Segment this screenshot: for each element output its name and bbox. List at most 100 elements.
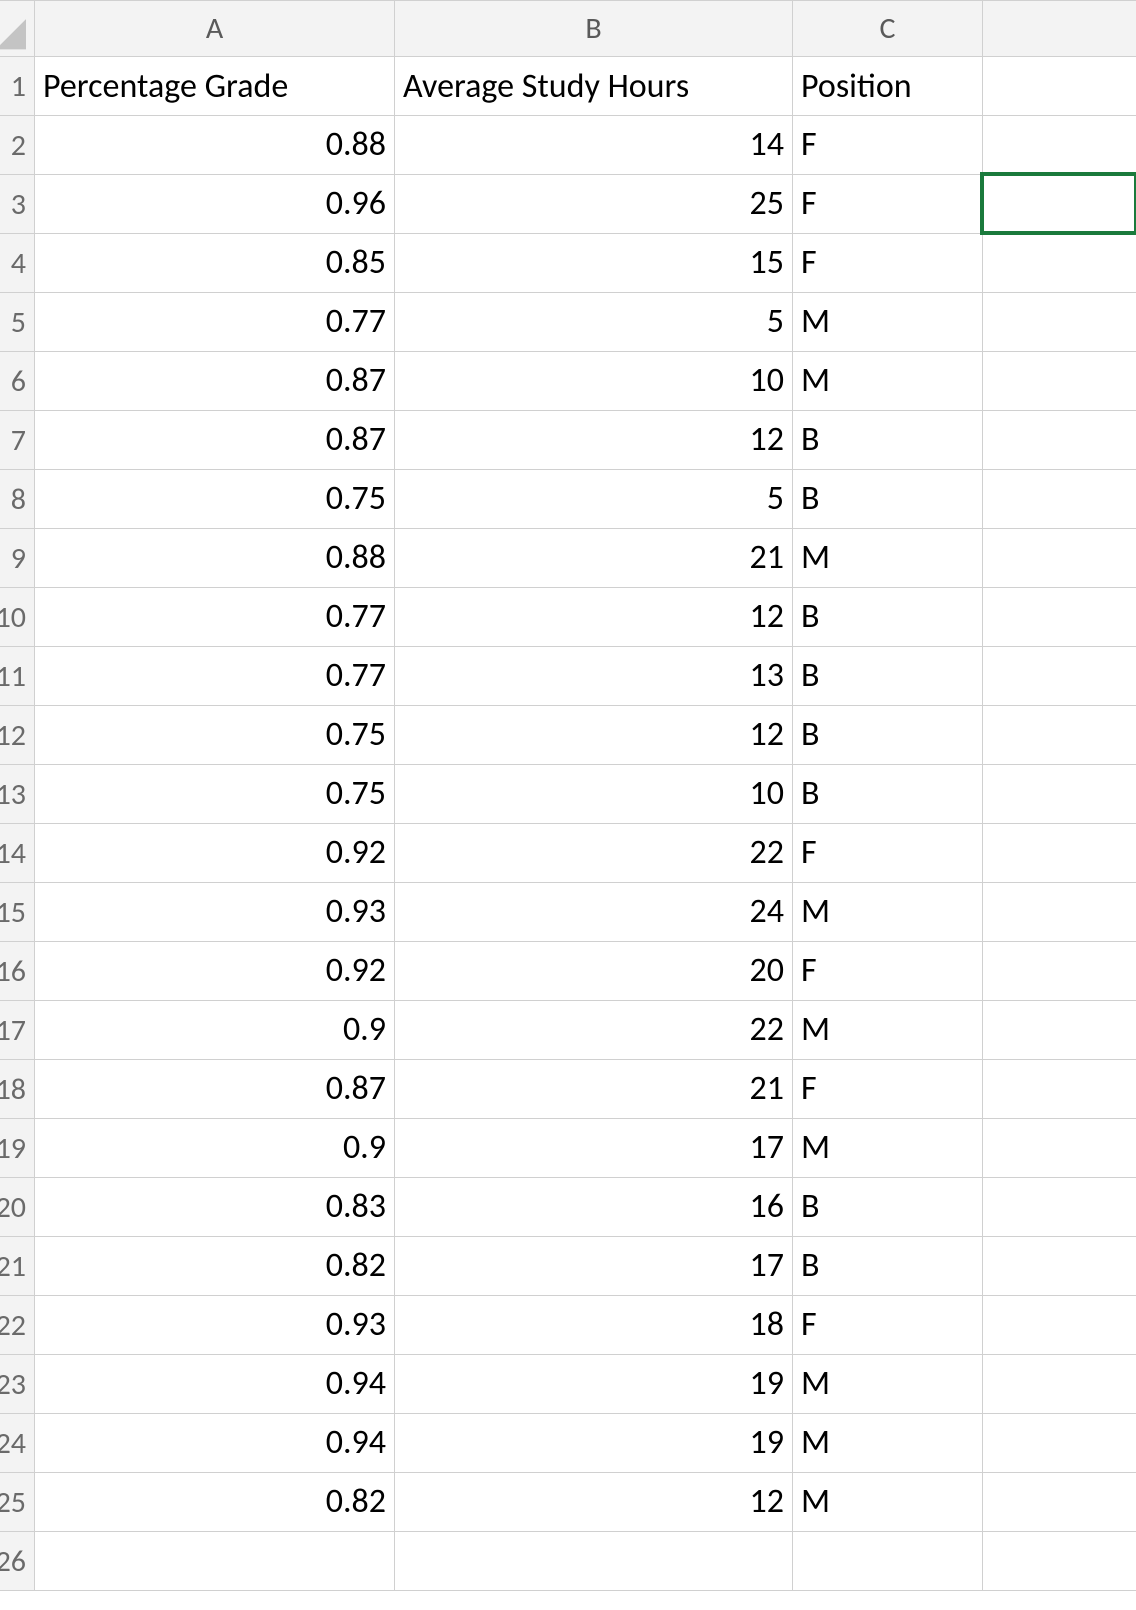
cell[interactable]: B xyxy=(793,411,983,470)
cell[interactable]: F xyxy=(793,824,983,883)
row-header[interactable]: 11 xyxy=(0,647,35,706)
cell[interactable]: 14 xyxy=(395,116,793,175)
column-header-C[interactable]: C xyxy=(793,1,983,57)
cell[interactable] xyxy=(983,1473,1136,1532)
cell[interactable]: 0.77 xyxy=(35,293,395,352)
column-title[interactable] xyxy=(983,57,1136,116)
cell[interactable]: 0.94 xyxy=(35,1355,395,1414)
cell[interactable]: 21 xyxy=(395,1060,793,1119)
cell[interactable]: 22 xyxy=(395,1001,793,1060)
cell[interactable] xyxy=(983,1532,1136,1591)
cell[interactable] xyxy=(395,1532,793,1591)
row-header[interactable]: 14 xyxy=(0,824,35,883)
cell[interactable]: 10 xyxy=(395,352,793,411)
cell[interactable]: 22 xyxy=(395,824,793,883)
cell[interactable]: 0.9 xyxy=(35,1001,395,1060)
cell[interactable] xyxy=(983,765,1136,824)
row-header[interactable]: 9 xyxy=(0,529,35,588)
cell[interactable]: F xyxy=(793,175,983,234)
cell[interactable]: 0.85 xyxy=(35,234,395,293)
cell[interactable]: F xyxy=(793,942,983,1001)
cell[interactable]: 0.82 xyxy=(35,1473,395,1532)
cell[interactable]: 0.9 xyxy=(35,1119,395,1178)
cell[interactable]: 21 xyxy=(395,529,793,588)
cell[interactable]: 13 xyxy=(395,647,793,706)
cell[interactable] xyxy=(983,824,1136,883)
row-header[interactable]: 10 xyxy=(0,588,35,647)
cell[interactable]: M xyxy=(793,1414,983,1473)
cell[interactable]: 10 xyxy=(395,765,793,824)
cell[interactable]: 12 xyxy=(395,588,793,647)
cell[interactable] xyxy=(35,1532,395,1591)
cell[interactable]: 12 xyxy=(395,1473,793,1532)
cell[interactable]: 16 xyxy=(395,1178,793,1237)
cell[interactable]: B xyxy=(793,588,983,647)
column-title[interactable]: Position xyxy=(793,57,983,116)
cell[interactable]: 0.87 xyxy=(35,1060,395,1119)
cell[interactable]: 0.75 xyxy=(35,706,395,765)
cell[interactable]: M xyxy=(793,1355,983,1414)
cell[interactable] xyxy=(983,175,1136,234)
column-header-A[interactable]: A xyxy=(35,1,395,57)
cell[interactable]: 25 xyxy=(395,175,793,234)
cell[interactable]: F xyxy=(793,1296,983,1355)
cell[interactable]: B xyxy=(793,470,983,529)
column-title[interactable]: Percentage Grade xyxy=(35,57,395,116)
row-header[interactable]: 16 xyxy=(0,942,35,1001)
cell[interactable] xyxy=(983,234,1136,293)
cell[interactable]: 0.87 xyxy=(35,352,395,411)
select-all-corner[interactable] xyxy=(0,1,35,57)
row-header[interactable]: 2 xyxy=(0,116,35,175)
cell[interactable]: 0.92 xyxy=(35,942,395,1001)
cell[interactable] xyxy=(983,1414,1136,1473)
cell[interactable]: 12 xyxy=(395,706,793,765)
row-header[interactable]: 15 xyxy=(0,883,35,942)
cell[interactable]: M xyxy=(793,293,983,352)
cell[interactable]: 0.94 xyxy=(35,1414,395,1473)
cell[interactable]: 19 xyxy=(395,1414,793,1473)
cell[interactable]: 20 xyxy=(395,942,793,1001)
cell[interactable]: 17 xyxy=(395,1237,793,1296)
cell[interactable] xyxy=(983,1355,1136,1414)
cell[interactable]: 18 xyxy=(395,1296,793,1355)
cell[interactable] xyxy=(793,1532,983,1591)
row-header[interactable]: 17 xyxy=(0,1001,35,1060)
cell[interactable]: 0.93 xyxy=(35,883,395,942)
cell[interactable]: 12 xyxy=(395,411,793,470)
row-header[interactable]: 4 xyxy=(0,234,35,293)
row-header[interactable]: 12 xyxy=(0,706,35,765)
cell[interactable] xyxy=(983,706,1136,765)
row-header[interactable]: 1 xyxy=(0,57,35,116)
cell[interactable] xyxy=(983,1178,1136,1237)
column-header-B[interactable]: B xyxy=(395,1,793,57)
cell[interactable]: 0.96 xyxy=(35,175,395,234)
cell[interactable] xyxy=(983,470,1136,529)
row-header[interactable]: 6 xyxy=(0,352,35,411)
row-header[interactable]: 8 xyxy=(0,470,35,529)
cell[interactable]: M xyxy=(793,1473,983,1532)
row-header[interactable]: 19 xyxy=(0,1119,35,1178)
cell[interactable] xyxy=(983,1001,1136,1060)
cell[interactable] xyxy=(983,1237,1136,1296)
row-header[interactable]: 26 xyxy=(0,1532,35,1591)
cell[interactable]: B xyxy=(793,1178,983,1237)
cell[interactable]: 5 xyxy=(395,470,793,529)
cell[interactable]: 0.77 xyxy=(35,588,395,647)
cell[interactable]: M xyxy=(793,352,983,411)
column-header-D[interactable] xyxy=(983,1,1136,57)
row-header[interactable]: 3 xyxy=(0,175,35,234)
cell[interactable]: 0.83 xyxy=(35,1178,395,1237)
cell[interactable]: 0.93 xyxy=(35,1296,395,1355)
cell[interactable] xyxy=(983,647,1136,706)
cell[interactable]: M xyxy=(793,529,983,588)
cell[interactable] xyxy=(983,352,1136,411)
cell[interactable]: 0.77 xyxy=(35,647,395,706)
cell[interactable] xyxy=(983,1060,1136,1119)
cell[interactable]: M xyxy=(793,1001,983,1060)
cell[interactable]: 15 xyxy=(395,234,793,293)
cell[interactable]: B xyxy=(793,1237,983,1296)
row-header[interactable]: 23 xyxy=(0,1355,35,1414)
cell[interactable]: 0.88 xyxy=(35,116,395,175)
cell[interactable]: M xyxy=(793,883,983,942)
row-header[interactable]: 13 xyxy=(0,765,35,824)
